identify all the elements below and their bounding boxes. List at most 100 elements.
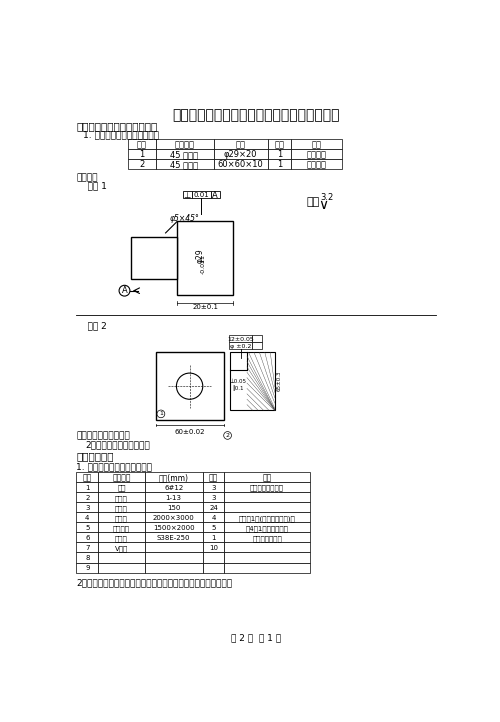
Bar xyxy=(76,562,98,573)
Text: 1: 1 xyxy=(212,535,216,542)
Text: ∥0.1: ∥0.1 xyxy=(232,385,244,391)
Text: 65±0.3: 65±0.3 xyxy=(276,371,281,391)
Bar xyxy=(229,335,252,342)
Bar xyxy=(268,149,291,159)
Bar xyxy=(130,237,177,279)
Text: 5: 5 xyxy=(212,525,216,531)
Text: 45 钓棒料: 45 钓棒料 xyxy=(170,150,198,160)
Text: 1: 1 xyxy=(159,412,163,417)
Text: 2: 2 xyxy=(140,160,144,169)
Bar xyxy=(203,472,224,482)
Text: 序号: 序号 xyxy=(82,474,92,483)
Bar xyxy=(203,532,224,542)
Bar xyxy=(291,159,342,169)
Text: 砂轮机: 砂轮机 xyxy=(115,535,128,542)
Text: 4: 4 xyxy=(85,516,89,521)
Text: ⊥0.05: ⊥0.05 xyxy=(230,378,247,383)
Text: 台钓: 台钓 xyxy=(117,485,126,492)
Text: 0.01: 0.01 xyxy=(194,192,209,199)
Bar xyxy=(76,482,98,492)
Bar xyxy=(203,562,224,573)
Circle shape xyxy=(224,432,232,439)
Bar xyxy=(144,472,203,482)
Bar xyxy=(144,532,203,542)
Text: 数量: 数量 xyxy=(209,474,218,483)
Bar xyxy=(224,542,310,552)
Bar xyxy=(76,523,98,532)
Bar xyxy=(268,139,291,149)
Text: φ5×45°: φ5×45° xyxy=(170,214,200,222)
Text: 1. 以下所需设备由竞定所准备: 1. 以下所需设备由竞定所准备 xyxy=(76,462,152,471)
Bar xyxy=(192,191,210,199)
Text: 1500×2000: 1500×2000 xyxy=(153,525,194,531)
Bar xyxy=(144,542,203,552)
Text: ⊥: ⊥ xyxy=(184,191,191,200)
Text: φ29: φ29 xyxy=(196,248,205,264)
Bar xyxy=(98,472,144,482)
Text: 钓头头: 钓头头 xyxy=(115,495,128,502)
Bar xyxy=(210,191,220,199)
Text: （六工1张(中间竞定空间)）: （六工1张(中间竞定空间)） xyxy=(238,515,296,521)
Bar xyxy=(229,342,252,349)
Text: 尺寸自定: 尺寸自定 xyxy=(306,150,326,160)
Text: 其余: 其余 xyxy=(306,197,320,206)
Bar xyxy=(230,352,275,410)
Text: 8: 8 xyxy=(85,555,89,561)
Bar xyxy=(224,472,310,482)
Bar xyxy=(128,159,156,169)
Text: 2、划线平台、锅床、砂轮机、钓台及附件配套齐全、布局合理。: 2、划线平台、锅床、砂轮机、钓台及附件配套齐全、布局合理。 xyxy=(76,578,233,588)
Bar xyxy=(76,513,98,523)
Bar xyxy=(214,149,268,159)
Text: （4工1张）（三浦）: （4工1张）（三浦） xyxy=(246,525,288,531)
Bar xyxy=(76,552,98,562)
Bar xyxy=(128,149,156,159)
Bar xyxy=(98,552,144,562)
Bar xyxy=(156,139,214,149)
Bar xyxy=(144,482,203,492)
Bar xyxy=(230,384,247,391)
Bar xyxy=(144,523,203,532)
Text: 12±0.05: 12±0.05 xyxy=(228,337,254,342)
Text: 钐工台: 钐工台 xyxy=(115,515,128,521)
Bar xyxy=(224,503,310,513)
Text: 序号: 序号 xyxy=(137,140,147,149)
Bar xyxy=(224,482,310,492)
Text: 24: 24 xyxy=(209,505,218,511)
Bar xyxy=(291,149,342,159)
Bar xyxy=(224,523,310,532)
Bar xyxy=(224,532,310,542)
Text: 60±0.02: 60±0.02 xyxy=(174,430,205,435)
Text: 备考：因方圆配件坏料: 备考：因方圆配件坏料 xyxy=(76,431,130,440)
Bar xyxy=(214,159,268,169)
Bar xyxy=(76,492,98,503)
Text: 150: 150 xyxy=(167,505,180,511)
Bar xyxy=(203,503,224,513)
Text: 1: 1 xyxy=(140,150,144,160)
Bar xyxy=(177,222,233,295)
Text: 3: 3 xyxy=(85,505,89,511)
Text: 材料名称: 材料名称 xyxy=(174,140,195,149)
Text: 6#12: 6#12 xyxy=(164,485,184,491)
Bar xyxy=(156,159,214,169)
Text: 序号 2: 序号 2 xyxy=(76,321,107,331)
Text: 备料图：: 备料图： xyxy=(76,174,98,183)
Bar xyxy=(268,159,291,169)
Bar xyxy=(224,562,310,573)
Bar xyxy=(182,191,192,199)
Bar xyxy=(156,149,214,159)
Text: 备注: 备注 xyxy=(312,140,322,149)
Text: 1-13: 1-13 xyxy=(166,495,182,501)
Bar xyxy=(144,492,203,503)
Text: 尺寸自定: 尺寸自定 xyxy=(306,160,326,169)
Bar xyxy=(76,472,98,482)
Text: 4: 4 xyxy=(212,516,216,521)
Circle shape xyxy=(157,410,165,418)
Bar xyxy=(203,513,224,523)
Text: 2、标竞定实际人数准备。: 2、标竞定实际人数准备。 xyxy=(86,440,150,449)
Text: 2000×3000: 2000×3000 xyxy=(153,516,194,521)
Text: 1. 以下所需材料由竞定所准备: 1. 以下所需材料由竞定所准备 xyxy=(82,131,158,139)
Text: 20±0.1: 20±0.1 xyxy=(192,304,218,310)
Bar xyxy=(98,523,144,532)
Text: V型架: V型架 xyxy=(115,545,128,552)
Text: φ ±0.2: φ ±0.2 xyxy=(230,344,252,349)
